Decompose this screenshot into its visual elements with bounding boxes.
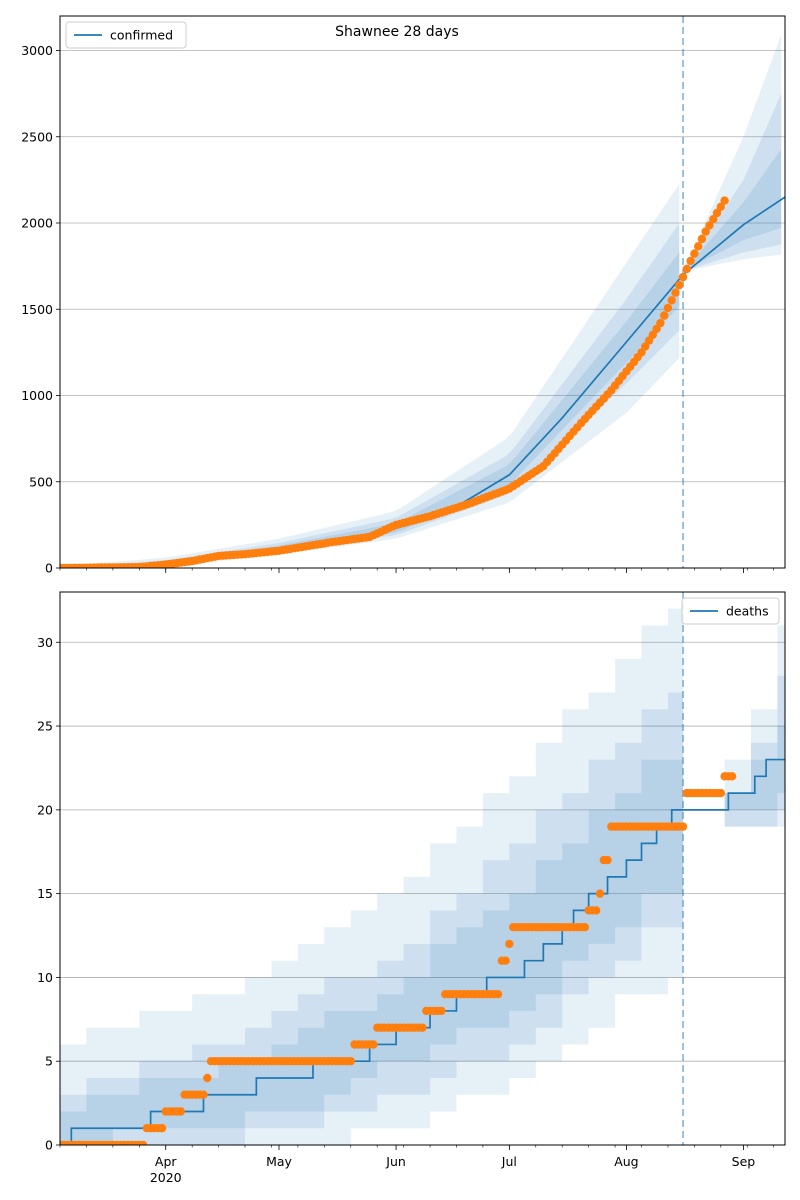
observed-point bbox=[678, 272, 688, 282]
observed-point bbox=[493, 990, 503, 999]
legend-label: confirmed bbox=[110, 28, 173, 43]
legend-box bbox=[681, 597, 780, 625]
y-tick-label: 0 bbox=[45, 1138, 53, 1153]
observed-point bbox=[678, 822, 688, 831]
observed-point bbox=[690, 249, 699, 258]
forecast-band-mid bbox=[683, 93, 782, 272]
observed-point bbox=[697, 234, 707, 244]
observed-point bbox=[682, 264, 691, 274]
x-tick-label: Sep bbox=[732, 1154, 756, 1169]
observed-point bbox=[656, 318, 665, 328]
axes-frame bbox=[59, 591, 786, 1146]
figure-title: Shawnee 28 days bbox=[335, 24, 459, 40]
observed-point bbox=[712, 208, 722, 218]
observed-point bbox=[199, 1090, 208, 1099]
observed-point bbox=[660, 311, 669, 320]
y-tick-label: 10 bbox=[37, 970, 53, 985]
observed-point bbox=[437, 1006, 446, 1016]
observed-point bbox=[701, 227, 710, 236]
y-tick-label: 3000 bbox=[21, 43, 53, 58]
observed-point bbox=[203, 1073, 212, 1083]
x-tick-label: May bbox=[266, 1154, 292, 1169]
observed-point bbox=[595, 889, 605, 898]
observed-point bbox=[716, 788, 725, 798]
x-tick-label: Apr bbox=[155, 1154, 177, 1169]
uncertainty-band-outer bbox=[60, 183, 680, 568]
legend: deaths bbox=[681, 597, 780, 625]
y-tick-label: 2000 bbox=[21, 216, 53, 231]
forecast-band-inner bbox=[698, 726, 785, 827]
y-tick-label: 5 bbox=[45, 1054, 53, 1069]
observed-point bbox=[418, 1023, 427, 1032]
y-tick-label: 15 bbox=[37, 886, 53, 901]
observed-point bbox=[603, 855, 612, 865]
x-tick-label: Aug bbox=[614, 1154, 638, 1169]
plot-area bbox=[60, 16, 785, 568]
y-tick-label: 0 bbox=[45, 561, 53, 576]
observed-point bbox=[727, 772, 737, 781]
uncertainty-band-mid bbox=[60, 692, 683, 1145]
uncertainty-band-inner bbox=[60, 759, 683, 1145]
x-tick-label: Jun bbox=[385, 1154, 406, 1169]
observed-point bbox=[501, 956, 510, 965]
observed-point bbox=[705, 221, 714, 230]
observed-point bbox=[176, 1107, 185, 1116]
legend: confirmed bbox=[65, 21, 187, 49]
observed-point bbox=[663, 303, 673, 313]
forecast-band-mid bbox=[698, 675, 785, 827]
forecast-band-inner bbox=[683, 149, 782, 272]
confirmed-panel: 0 500 1000 1500 2000 2500 3000 confirmed bbox=[21, 15, 786, 576]
uncertainty-band-outer bbox=[60, 608, 683, 1145]
x-tick-label: Jul bbox=[501, 1154, 517, 1169]
forecast-band-outer bbox=[683, 34, 782, 272]
legend-label: deaths bbox=[726, 604, 769, 619]
x-year-label: 2020 bbox=[150, 1170, 182, 1185]
observed-point bbox=[505, 939, 514, 949]
observed-point bbox=[686, 256, 695, 266]
y-tick-label: 25 bbox=[37, 719, 53, 734]
observed-point bbox=[720, 196, 729, 205]
deaths-model-line bbox=[60, 758, 785, 1145]
observed-point bbox=[157, 1124, 167, 1133]
y-tick-label: 500 bbox=[29, 474, 53, 489]
plot-area bbox=[60, 592, 785, 1145]
observed-point bbox=[580, 923, 590, 932]
observed-point bbox=[138, 1140, 148, 1145]
observed-point bbox=[716, 202, 725, 211]
observed-point bbox=[346, 1057, 355, 1066]
observed-point bbox=[671, 288, 680, 297]
observed-point bbox=[675, 280, 684, 290]
y-tick-label: 20 bbox=[37, 802, 53, 817]
uncertainty-band-mid bbox=[60, 223, 680, 568]
deaths-panel: 0 5 10 15 20 25 30 Apr May Jun Jul Aug Sep 2020 deaths bbox=[37, 591, 786, 1185]
legend-box bbox=[65, 21, 187, 49]
y-tick-label: 1000 bbox=[21, 388, 53, 403]
observed-point bbox=[694, 242, 703, 251]
y-tick-label: 2500 bbox=[21, 129, 53, 144]
observed-point bbox=[369, 1040, 378, 1049]
observed-point bbox=[592, 906, 601, 915]
y-tick-label: 30 bbox=[37, 635, 53, 650]
y-tick-label: 1500 bbox=[21, 302, 53, 317]
observed-point bbox=[667, 296, 676, 305]
axes-frame bbox=[59, 15, 786, 569]
observed-point bbox=[709, 215, 718, 224]
uncertainty-band-inner bbox=[60, 252, 680, 568]
